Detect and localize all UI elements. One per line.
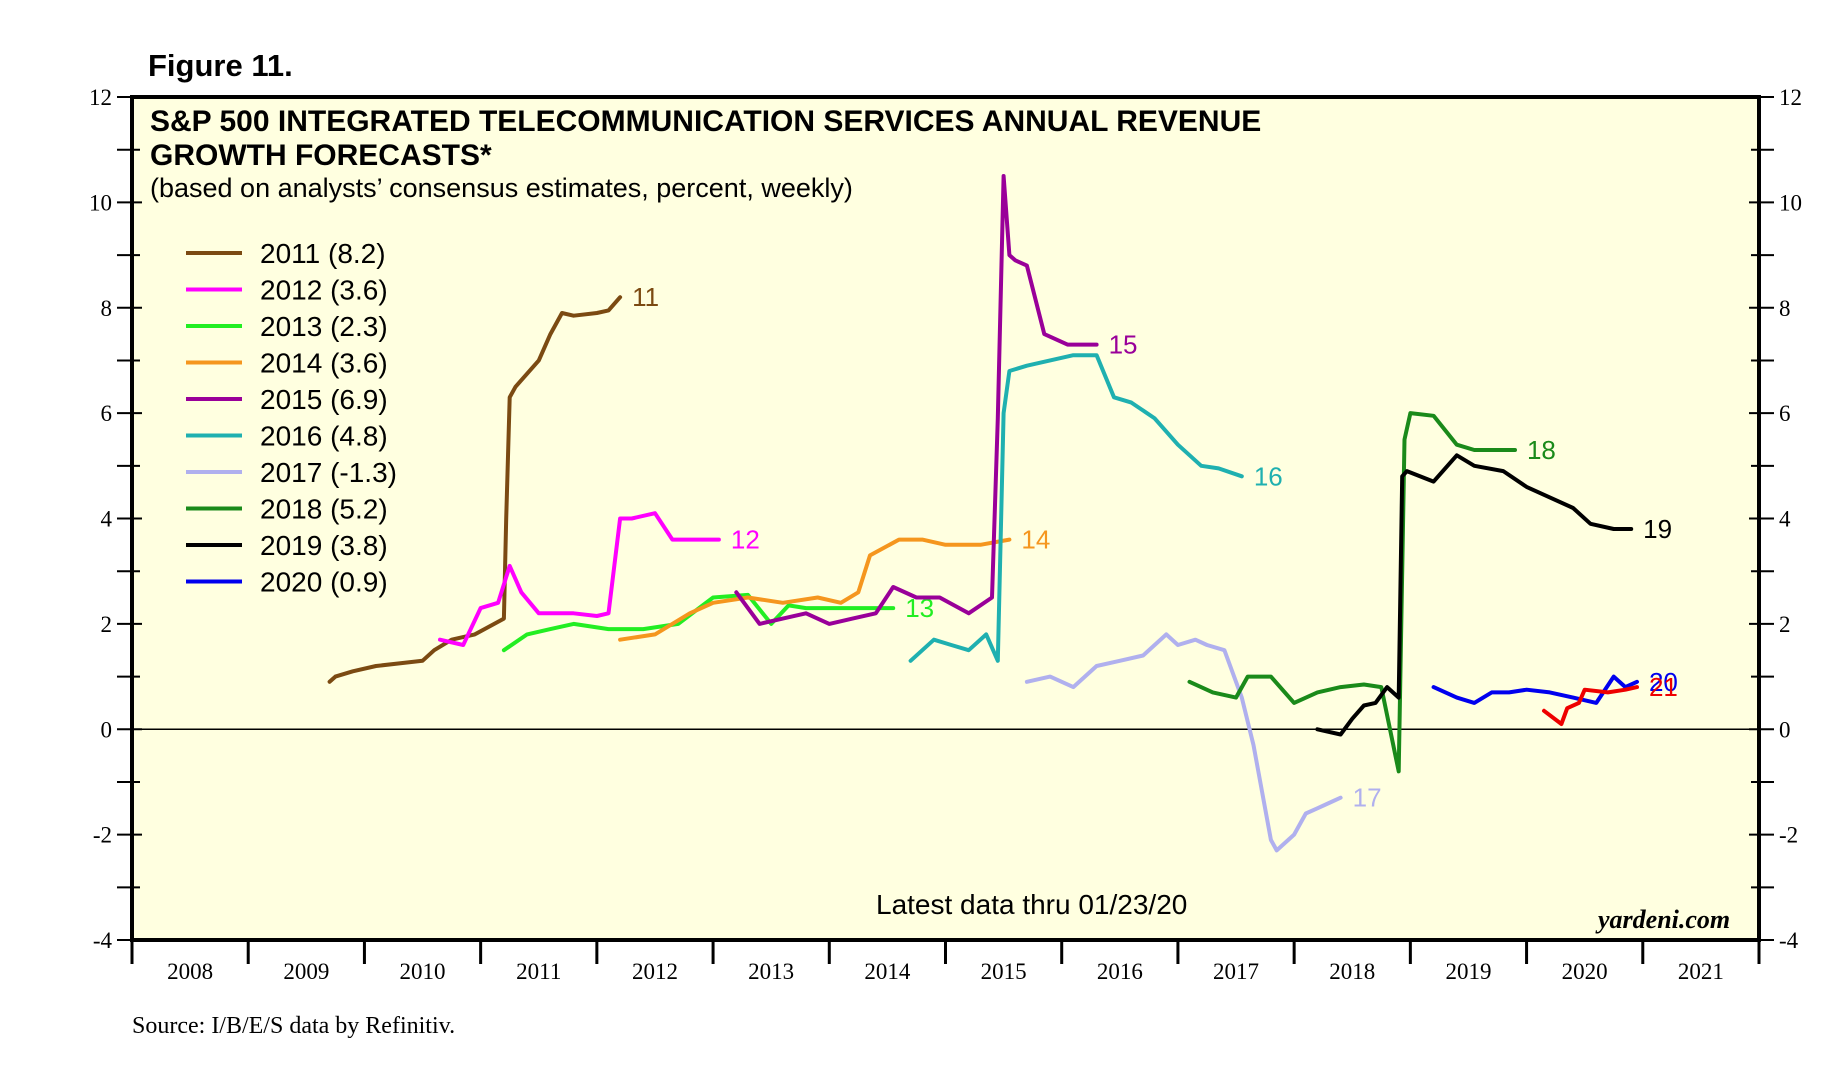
series-line-16 [908, 353, 1244, 663]
series-end-label-21: 21 [1649, 672, 1678, 702]
legend-label: 2015 (6.9) [260, 384, 388, 415]
chart-subtitle: (based on analysts’ consensus estimates,… [150, 173, 853, 203]
y-tick-label-left: 4 [101, 507, 113, 532]
y-tick-label-right: 10 [1779, 190, 1802, 215]
y-tick-label-right: 2 [1779, 612, 1791, 637]
x-tick-label: 2019 [1445, 959, 1491, 984]
series-line-11 [327, 295, 623, 684]
legend-label: 2019 (3.8) [260, 530, 388, 561]
y-tick-label-left: 10 [89, 190, 112, 215]
y-tick-label-right: 8 [1779, 296, 1791, 321]
series-line-19 [1315, 453, 1634, 737]
series-line-20 [1431, 674, 1639, 705]
series-end-label-17: 17 [1353, 783, 1382, 813]
series-end-label-18: 18 [1527, 435, 1556, 465]
y-tick-label-left: 2 [101, 612, 113, 637]
brand-label: yardeni.com [1595, 905, 1730, 934]
series-end-label-15: 15 [1109, 330, 1138, 360]
series-line-21 [1542, 685, 1639, 726]
y-tick-label-right: 12 [1779, 85, 1802, 110]
x-tick-label: 2021 [1678, 959, 1724, 984]
series-line-17 [1024, 632, 1343, 853]
x-tick-label: 2008 [167, 959, 213, 984]
y-tick-label-left: 0 [101, 717, 113, 742]
legend-label: 2013 (2.3) [260, 311, 388, 342]
legend-label: 2012 (3.6) [260, 275, 388, 306]
series-line-14 [618, 537, 1012, 642]
series-end-label-20: 20 [1649, 667, 1678, 697]
y-tick-label-right: -4 [1779, 928, 1799, 953]
series-end-label-16: 16 [1254, 461, 1283, 491]
x-tick-label: 2018 [1329, 959, 1375, 984]
y-axis-right: 12 10 8 6 4 2 0 -2 -4 [1749, 85, 1802, 953]
legend-label: 2020 (0.9) [260, 567, 388, 598]
legend-label: 2014 (3.6) [260, 348, 388, 379]
x-tick-label: 2013 [748, 959, 794, 984]
y-tick-label-right: 6 [1779, 401, 1791, 426]
series-line-12 [438, 511, 721, 647]
chart-title-line1: S&P 500 INTEGRATED TELECOMMUNICATION SER… [150, 105, 1261, 138]
legend-label: 2018 (5.2) [260, 494, 388, 525]
x-tick-label: 2017 [1213, 959, 1259, 984]
plot-area [130, 95, 1761, 942]
x-tick-label: 2009 [283, 959, 329, 984]
y-tick-label-left: -4 [93, 928, 113, 953]
legend: 2011 (8.2) 2012 (3.6) 2013 (2.3) 2014 (3.6)… [186, 238, 397, 598]
legend-label: 2017 (-1.3) [260, 457, 397, 488]
y-tick-label-right: 4 [1779, 507, 1791, 532]
x-tick-label: 2016 [1097, 959, 1143, 984]
latest-data-note: Latest data thru 01/23/20 [876, 889, 1187, 920]
y-tick-label-left: 12 [89, 85, 112, 110]
x-tick-label: 2020 [1562, 959, 1608, 984]
y-axis-left: 12 10 8 6 4 2 0 -2 -4 [89, 85, 142, 953]
series-end-label-19: 19 [1643, 514, 1672, 544]
y-tick-label-right: 0 [1779, 717, 1791, 742]
x-tick-label: 2011 [516, 959, 561, 984]
series-line-13 [501, 592, 896, 653]
x-axis: 2008 2009 2010 2011 2012 2013 2014 2015 2016 2017… [130, 940, 1761, 984]
source-note: Source: I/B/E/S data by Refinitiv. [132, 1013, 455, 1039]
y-tick-label-right: -2 [1779, 823, 1798, 848]
figure-label: Figure 11. [148, 48, 293, 83]
series-end-label-14: 14 [1021, 525, 1050, 555]
series-end-label-11: 11 [632, 282, 659, 312]
y-tick-label-left: -2 [93, 823, 112, 848]
legend-label: 2011 (8.2) [260, 238, 386, 269]
legend-label: 2016 (4.8) [260, 421, 388, 452]
series-end-label-12: 12 [731, 525, 760, 555]
series-line-15 [734, 174, 1099, 626]
x-tick-label: 2014 [864, 959, 911, 984]
y-tick-label-left: 6 [101, 401, 113, 426]
y-tick-label-left: 8 [101, 296, 113, 321]
x-tick-label: 2010 [400, 959, 446, 984]
x-tick-label: 2012 [632, 959, 678, 984]
series-line-18 [1187, 411, 1517, 774]
x-tick-label: 2015 [981, 959, 1027, 984]
chart-title-line2: GROWTH FORECASTS* [150, 139, 492, 172]
